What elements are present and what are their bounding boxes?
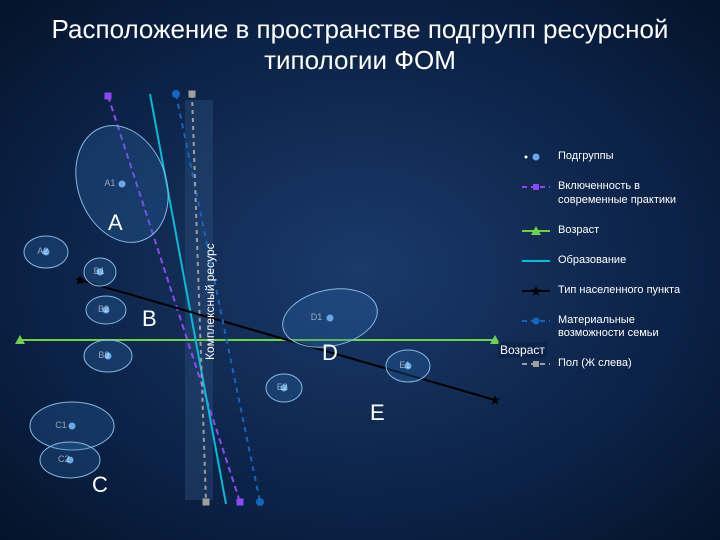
legend-item: Образование	[522, 254, 702, 268]
group-label: B	[142, 306, 157, 332]
subgroup-mini-label: E1	[399, 360, 410, 370]
subgroup-point	[69, 423, 76, 430]
legend-label: Подгруппы	[558, 150, 702, 164]
legend-item: Тип населенного пункта	[522, 284, 702, 298]
chart-canvas	[0, 0, 540, 540]
legend-item: Возраст	[522, 224, 702, 238]
legend-item: Пол (Ж слева)	[522, 357, 702, 371]
subgroup-mini-label: B3	[98, 350, 109, 360]
legend-swatch	[522, 284, 550, 298]
legend-label: Возраст	[558, 224, 702, 238]
subgroup-mini-label: A2	[37, 246, 48, 256]
subgroup-mini-label: D1	[311, 312, 323, 322]
subgroup-mini-label: B2	[98, 304, 109, 314]
group-label: A	[108, 210, 123, 236]
legend-item: Включенность в современные практики	[522, 180, 702, 208]
subgroup-mini-label: C2	[58, 454, 70, 464]
legend-label: Образование	[558, 254, 702, 268]
legend-label: Включенность в современные практики	[558, 180, 702, 208]
legend-item: Материальные возможности семьи	[522, 314, 702, 342]
group-label: D	[322, 340, 338, 366]
legend-swatch	[522, 314, 550, 328]
legend-label: Пол (Ж слева)	[558, 357, 702, 371]
legend-swatch	[522, 180, 550, 194]
line-marker	[203, 499, 210, 506]
line-marker	[256, 498, 264, 506]
legend-label: Тип населенного пункта	[558, 284, 702, 298]
legend: Подгруппы Включенность в современные прак…	[522, 150, 702, 387]
legend-item: Подгруппы	[522, 150, 702, 164]
line-marker	[237, 499, 244, 506]
subgroup-mini-label: B1	[94, 266, 105, 276]
legend-swatch	[522, 150, 550, 164]
legend-swatch	[522, 357, 550, 371]
group-label: E	[370, 400, 385, 426]
subgroup-mini-label: C1	[55, 420, 67, 430]
line-marker	[105, 93, 112, 100]
slide: { "title": "Расположение в пространстве …	[0, 0, 720, 540]
line-marker	[172, 90, 180, 98]
legend-swatch	[522, 224, 550, 238]
subgroup-mini-label: A1	[104, 178, 115, 188]
group-label: C	[92, 472, 108, 498]
line-marker	[189, 91, 196, 98]
vertical-axis-label: Комплексный ресурс	[203, 243, 217, 360]
legend-swatch	[522, 254, 550, 268]
legend-label: Материальные возможности семьи	[558, 314, 702, 342]
subgroup-mini-label: E2	[277, 382, 288, 392]
